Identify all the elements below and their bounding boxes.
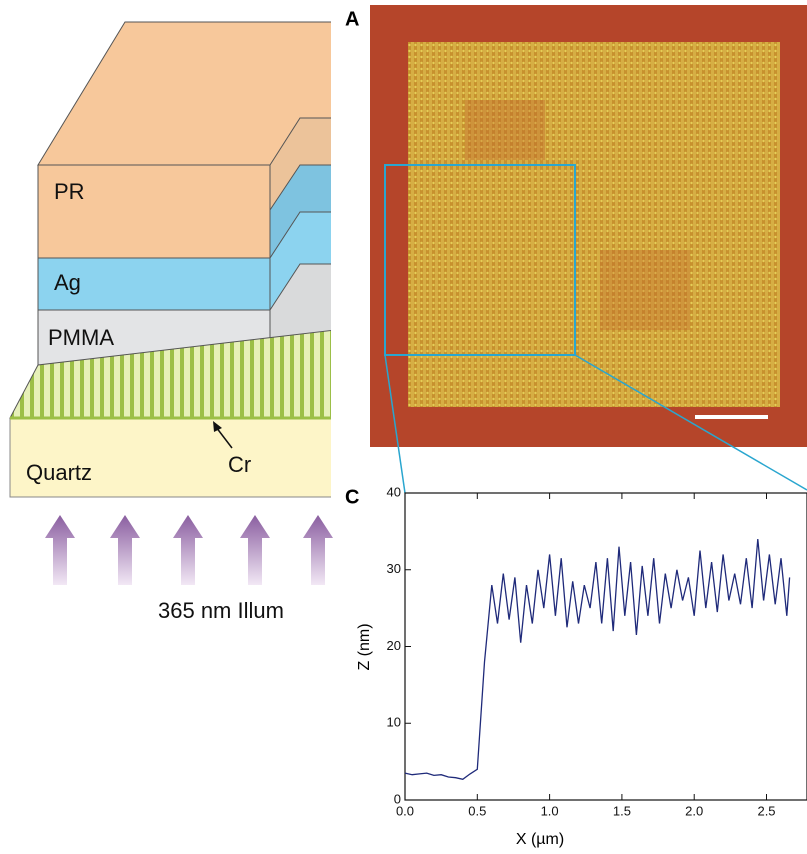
inset-box	[384, 164, 576, 356]
x-tick-label: 0.5	[468, 803, 486, 818]
y-tick-label: 40	[387, 484, 401, 499]
x-tick-label: 2.0	[685, 803, 703, 818]
illumination-label: 365 nm Illum	[158, 598, 284, 623]
zoom-line	[574, 354, 807, 491]
layer-label: PMMA	[48, 325, 114, 350]
afm-texture	[600, 250, 690, 330]
x-axis-label: X (µm)	[516, 831, 564, 848]
y-tick-label: 0	[394, 791, 401, 806]
afm-texture	[465, 100, 545, 160]
layer-label: Ag	[54, 270, 81, 295]
layer-label: Quartz	[26, 460, 92, 485]
zoom-line	[384, 354, 406, 494]
x-tick-label: 2.5	[757, 803, 775, 818]
panel-label: C	[345, 486, 359, 508]
plot-frame	[404, 492, 807, 801]
y-tick-label: 10	[387, 715, 401, 730]
x-tick-label: 1.0	[541, 803, 559, 818]
plot: 0.0 0.5 1.0 1.5 2.0 2.5 0 10 20 30 40	[387, 484, 807, 818]
layer-stack	[9, 21, 341, 585]
x-tick-label: 0.0	[396, 803, 414, 818]
panel-label: A	[345, 8, 359, 30]
y-tick-label: 30	[387, 561, 401, 576]
layer-label: PR	[54, 179, 85, 204]
y-tick-label: 20	[387, 638, 401, 653]
pointer-label: Cr	[228, 452, 251, 477]
y-axis-label: Z (nm)	[356, 623, 373, 670]
x-tick-label: 1.5	[613, 803, 631, 818]
afm-pattern	[408, 42, 780, 407]
profile-line	[404, 538, 791, 780]
